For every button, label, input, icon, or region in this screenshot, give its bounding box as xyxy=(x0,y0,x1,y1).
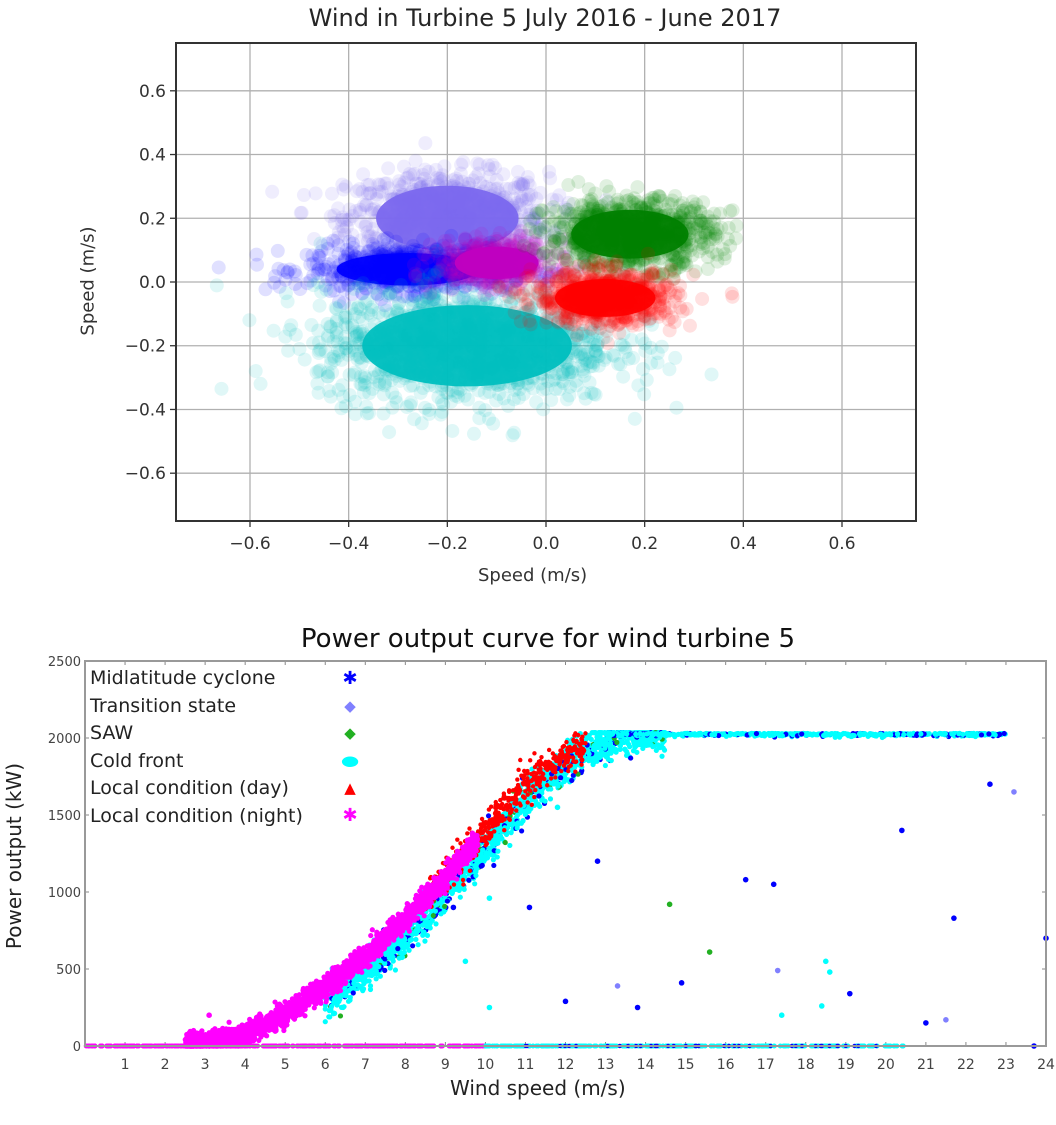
x-tick-label: 22 xyxy=(957,1057,975,1073)
power-curve-chart: 0 500 1000 1500 2000 2500 1 2 3 4 5 6 7 8 9 10 11 12 13 14 1… xyxy=(0,620,1056,1125)
x-tick-label: 12 xyxy=(557,1057,575,1073)
x-tick-label: 8 xyxy=(401,1057,410,1073)
x-tick-label: 14 xyxy=(637,1057,655,1073)
triangle-marker-icon: ▲ xyxy=(344,779,356,798)
asterisk-marker-icon: ✱ xyxy=(342,805,358,827)
y-tick-label: 2000 xyxy=(48,732,81,747)
x-tick-label: 13 xyxy=(597,1057,615,1073)
x-tick-label: 24 xyxy=(1037,1057,1055,1073)
chart-title: Wind in Turbine 5 July 2016 - June 2017 xyxy=(308,4,782,32)
legend-label: SAW xyxy=(90,722,134,744)
x-tick-label: −0.4 xyxy=(328,534,369,554)
y-tick-label: 2500 xyxy=(48,655,81,670)
legend-label: Local condition (day) xyxy=(90,777,289,799)
cluster-points xyxy=(209,136,744,443)
x-tick-label: −0.2 xyxy=(427,534,468,554)
x-axis-label: Speed (m/s) xyxy=(478,565,588,586)
x-axis-label: Wind speed (m/s) xyxy=(450,1076,626,1100)
x-tick-label: 6 xyxy=(321,1057,330,1073)
x-tick-label: 0.0 xyxy=(532,534,559,554)
legend-item: Cold front ⬬ xyxy=(90,748,360,776)
y-tick-label: 1500 xyxy=(48,809,81,824)
x-tick-label: 16 xyxy=(717,1057,735,1073)
y-tick-label: 0.4 xyxy=(139,146,166,166)
y-tick-label: −0.4 xyxy=(125,400,166,420)
circle-marker-icon: ⬬ xyxy=(341,749,359,774)
y-tick-label: −0.2 xyxy=(125,337,166,357)
legend-item: Transition state ◆ xyxy=(90,693,360,721)
x-tick-label: 21 xyxy=(917,1057,935,1073)
chart-title: Power output curve for wind turbine 5 xyxy=(300,624,796,654)
x-tick-label: 10 xyxy=(477,1057,495,1073)
y-tick-label: 500 xyxy=(56,963,81,978)
y-tick-label: 0.0 xyxy=(139,273,166,293)
x-tick-label: 18 xyxy=(797,1057,815,1073)
x-tick-label: −0.6 xyxy=(229,534,270,554)
y-tick-label: −0.6 xyxy=(125,464,166,484)
legend-item: Midlatitude cyclone ✱ xyxy=(90,665,360,693)
y-axis-label: Speed (m/s) xyxy=(77,226,99,336)
x-tick-label: 11 xyxy=(517,1057,535,1073)
x-tick-label: 20 xyxy=(877,1057,895,1073)
x-tick-label: 0.2 xyxy=(631,534,658,554)
diamond-marker-icon: ◆ xyxy=(344,696,356,715)
diamond-marker-icon: ◆ xyxy=(344,724,356,743)
x-tick-label: 5 xyxy=(281,1057,290,1073)
x-tick-label: 4 xyxy=(241,1057,250,1073)
y-tick-label: 0 xyxy=(73,1040,81,1055)
legend-label: Transition state xyxy=(90,694,237,717)
y-axis-label: Power output (kW) xyxy=(2,762,26,950)
x-tick-label: 1 xyxy=(121,1057,130,1073)
x-tick-label: 7 xyxy=(361,1057,370,1073)
legend-item: SAW ◆ xyxy=(90,720,360,748)
wind-cluster-plot-area: −0.6 0.6 −0.4 0.4 −0.2 0.2 0.0 0.0 0.2 −0.2 0.4 −0.… xyxy=(125,42,917,554)
legend-item: Local condition (day) ▲ xyxy=(90,775,360,803)
axes-frame xyxy=(84,660,1047,1047)
asterisk-marker-icon: ✱ xyxy=(342,667,358,689)
y-tick-label: 1000 xyxy=(48,886,81,901)
x-tick-label: 23 xyxy=(997,1057,1015,1073)
x-tick-label: 2 xyxy=(161,1057,170,1073)
x-tick-label: 3 xyxy=(201,1057,210,1073)
x-tick-label: 17 xyxy=(757,1057,775,1073)
x-tick-label: 15 xyxy=(677,1057,695,1073)
x-tick-label: 0.6 xyxy=(828,534,855,554)
wind-cluster-chart: −0.6 0.6 −0.4 0.4 −0.2 0.2 0.0 0.0 0.2 −0.2 0.4 −0.… xyxy=(77,4,917,586)
legend-item: Local condition (night) ✱ xyxy=(90,803,360,831)
legend: Midlatitude cyclone ✱ Transition state ◆… xyxy=(90,665,360,830)
legend-label: Cold front xyxy=(90,749,184,772)
legend-label: Midlatitude cyclone xyxy=(90,667,276,689)
y-tick-label: 0.6 xyxy=(139,82,166,102)
legend-label: Local condition (night) xyxy=(90,804,303,827)
y-tick-label: 0.2 xyxy=(139,209,166,229)
axes-frame xyxy=(175,42,917,522)
grid: −0.6 0.6 −0.4 0.4 −0.2 0.2 0.0 0.0 0.2 −0.2 0.4 −0.… xyxy=(125,43,916,554)
x-tick-label: 19 xyxy=(837,1057,855,1073)
x-tick-label: 9 xyxy=(441,1057,450,1073)
power-points xyxy=(83,730,1049,1049)
x-tick-label: 0.4 xyxy=(730,534,757,554)
